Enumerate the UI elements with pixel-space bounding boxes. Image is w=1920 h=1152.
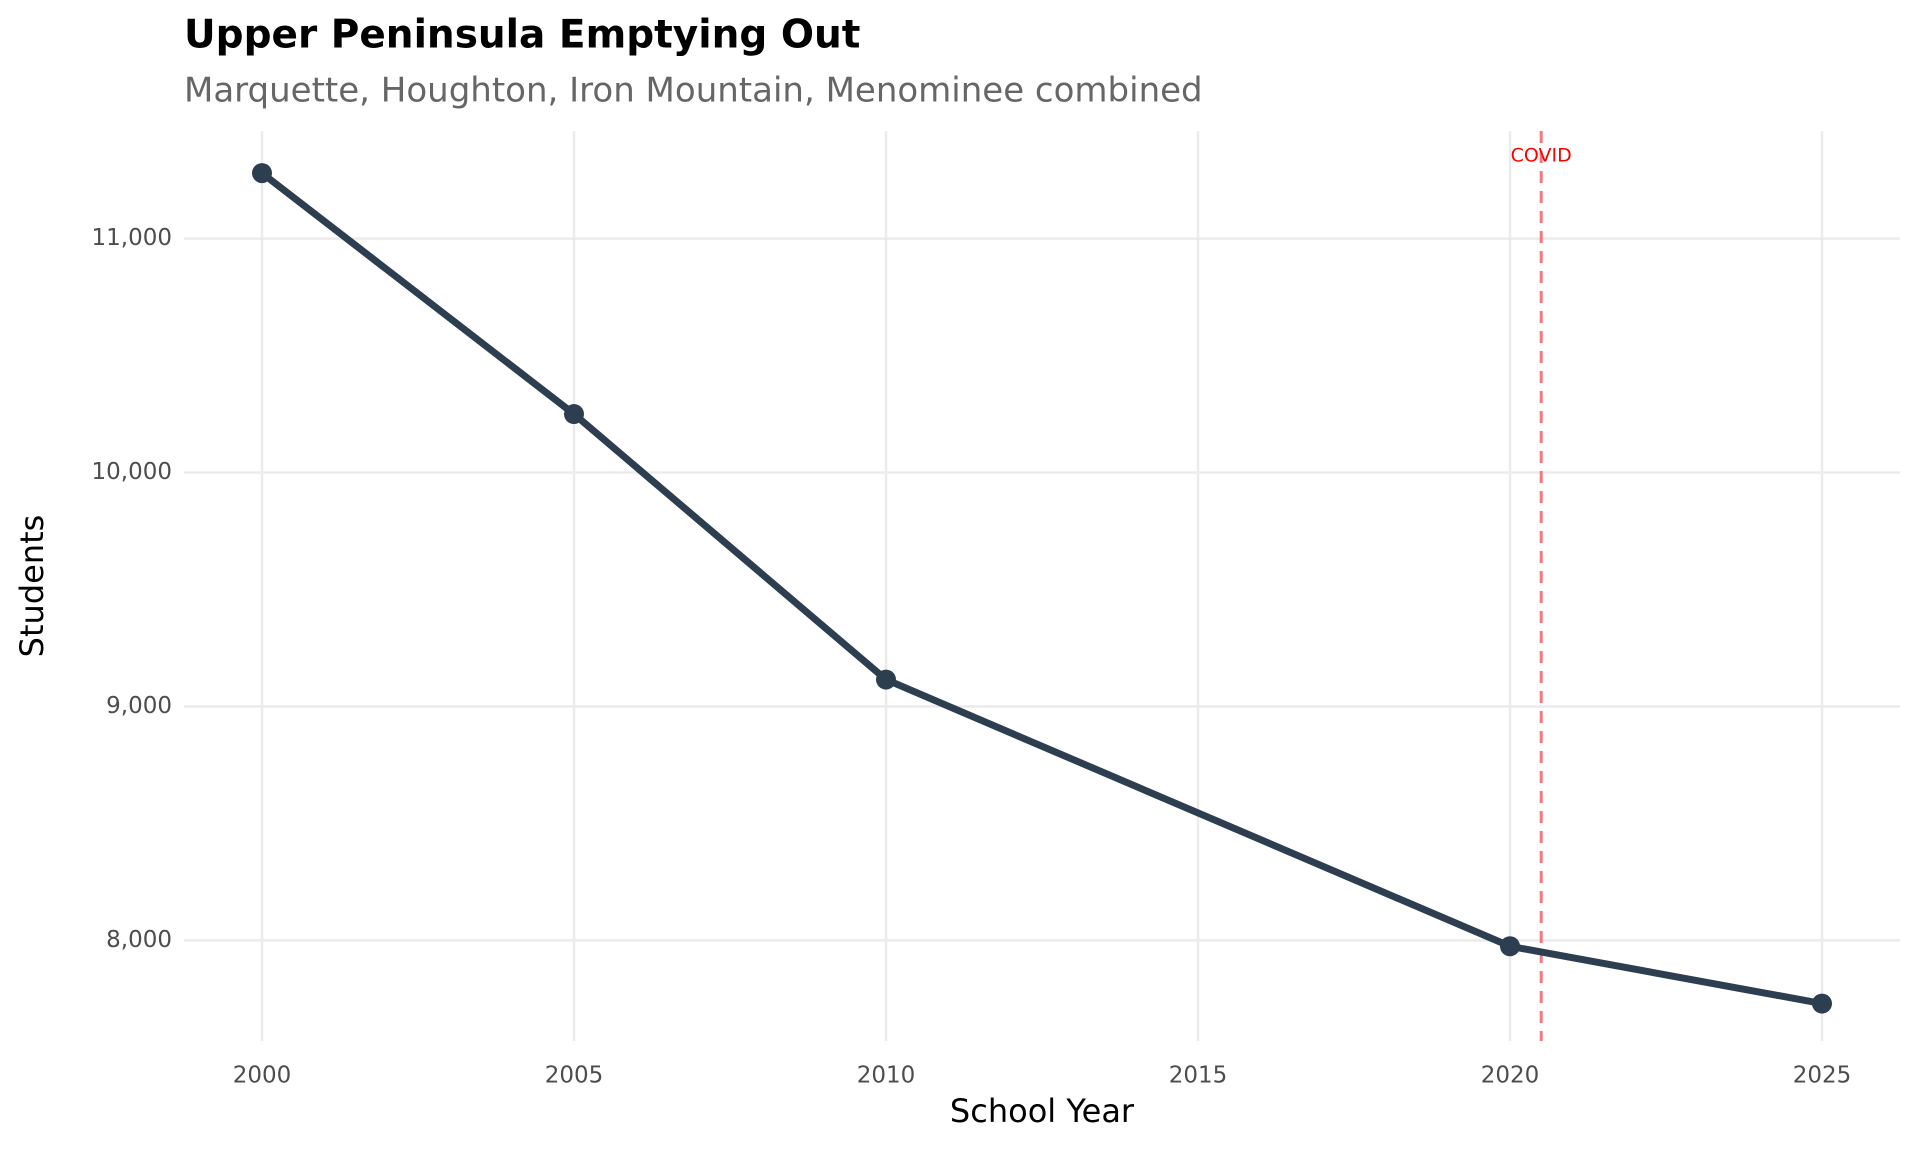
y-tick-label: 8,000 [106,927,172,953]
data-point [564,404,584,425]
y-tick-label: 9,000 [106,693,172,719]
chart-title: Upper Peninsula Emptying Out [184,13,860,58]
y-axis-title: Students [13,515,51,658]
x-tick-label: 2010 [857,1063,916,1089]
x-tick-label: 2000 [233,1063,292,1089]
data-point [1812,993,1832,1014]
chart-subtitle: Marquette, Houghton, Iron Mountain, Meno… [184,71,1203,111]
x-tick-label: 2015 [1169,1063,1228,1089]
x-tick-label: 2025 [1793,1063,1852,1089]
x-axis-title: School Year [950,1092,1135,1130]
data-point [1500,936,1520,957]
data-point [876,669,896,690]
x-tick-label: 2020 [1481,1063,1540,1089]
x-tick-label: 2005 [545,1063,604,1089]
y-tick-label: 11,000 [92,225,172,251]
y-tick-label: 10,000 [92,459,172,485]
data-line [259,170,1823,1008]
annotation-label: COVID [1511,145,1572,167]
data-point [252,163,272,184]
